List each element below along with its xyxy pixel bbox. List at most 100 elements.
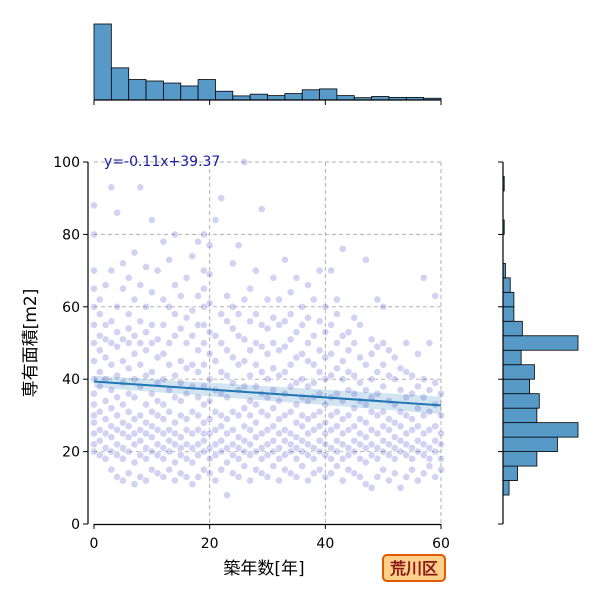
scatter-point xyxy=(367,335,376,344)
scatter-point xyxy=(361,458,370,467)
scatter-point xyxy=(396,422,405,431)
scatter-point xyxy=(234,310,243,318)
scatter-point xyxy=(344,346,353,355)
scatter-point xyxy=(413,476,422,485)
scatter-point xyxy=(280,411,289,420)
scatter-point xyxy=(182,389,191,398)
scatter-point xyxy=(130,415,139,423)
y-histogram-bar xyxy=(502,436,558,452)
scatter-point xyxy=(327,320,336,329)
scatter-point xyxy=(124,324,133,333)
scatter-point xyxy=(171,418,179,427)
scatter-point xyxy=(361,433,370,442)
scatter-point xyxy=(338,454,347,463)
scatter-point xyxy=(437,465,445,474)
scatter-point xyxy=(165,425,174,434)
scatter-point xyxy=(390,454,399,463)
scatter-point xyxy=(199,339,208,347)
scatter-point xyxy=(113,411,122,420)
scatter-point xyxy=(263,451,272,460)
scatter-point xyxy=(367,407,376,416)
scatter-point xyxy=(136,473,145,481)
scatter-point xyxy=(402,393,411,402)
scatter-point xyxy=(298,349,307,358)
scatter-point xyxy=(298,447,307,456)
scatter-point xyxy=(350,313,359,322)
scatter-point xyxy=(263,295,272,304)
scatter-point xyxy=(101,397,110,405)
scatter-point xyxy=(188,360,197,369)
scatter-point xyxy=(205,299,214,308)
scatter-point xyxy=(211,440,220,449)
scatter-point xyxy=(217,422,226,431)
scatter-point xyxy=(171,393,179,402)
scatter-point xyxy=(228,425,237,434)
scatter-point xyxy=(147,407,156,416)
scatter-point xyxy=(252,418,260,427)
regression-line xyxy=(93,380,442,407)
scatter-point xyxy=(252,433,260,442)
scatter-point xyxy=(101,281,110,289)
scatter-point xyxy=(153,266,162,275)
scatter-point xyxy=(171,281,179,289)
scatter-point xyxy=(211,216,220,224)
scatter-point xyxy=(113,393,122,402)
scatter-point xyxy=(147,389,156,398)
scatter-point xyxy=(304,382,312,391)
scatter-point xyxy=(130,331,139,340)
x-tick-label: 40 xyxy=(316,536,334,552)
scatter-point xyxy=(315,266,324,275)
scatter-point xyxy=(136,360,145,369)
scatter-point xyxy=(269,462,278,470)
scatter-point xyxy=(153,411,162,420)
scatter-point xyxy=(390,353,399,362)
scatter-point xyxy=(205,454,214,463)
scatter-point xyxy=(90,266,98,275)
scatter-point xyxy=(95,368,104,376)
scatter-point xyxy=(153,440,162,449)
scatter-point xyxy=(130,248,139,257)
scatter-point xyxy=(419,393,428,402)
scatter-point xyxy=(223,415,231,423)
scatter-point xyxy=(373,429,382,438)
scatter-point xyxy=(176,324,185,333)
scatter-point xyxy=(309,411,318,420)
scatter-point xyxy=(124,310,133,318)
scatter-point xyxy=(419,429,428,438)
scatter-point xyxy=(107,266,116,275)
main-axes: 0 20 40 60 0 20 40 60 80 100 xyxy=(53,155,450,552)
scatter-point xyxy=(437,411,445,420)
y-histogram-bar xyxy=(502,277,511,293)
scatter-point xyxy=(367,483,376,492)
scatter-point xyxy=(246,284,255,293)
scatter-point xyxy=(113,302,122,311)
x-histogram-bar xyxy=(336,95,355,101)
scatter-point xyxy=(338,476,347,485)
scatter-point xyxy=(361,255,370,264)
scatter-point xyxy=(217,465,226,474)
scatter-point xyxy=(136,436,145,445)
scatter-point xyxy=(90,201,98,210)
scatter-point xyxy=(107,339,116,347)
y-histogram-bar xyxy=(502,451,538,467)
scatter-point xyxy=(327,371,336,380)
scatter-point xyxy=(107,465,116,474)
scatter-point xyxy=(385,346,393,355)
scatter-point xyxy=(194,368,202,376)
y-axis-label: 専有面積[m2] xyxy=(21,289,41,398)
scatter-point xyxy=(275,397,283,405)
scatter-point xyxy=(408,444,416,452)
scatter-point xyxy=(217,368,226,376)
scatter-point xyxy=(188,306,197,315)
scatter-point xyxy=(194,237,202,246)
scatter-point xyxy=(159,429,168,438)
scatter-point xyxy=(257,205,266,213)
scatter-point xyxy=(246,371,255,380)
scatter-point xyxy=(130,458,139,467)
scatter-point xyxy=(142,454,150,463)
scatter-point xyxy=(124,447,133,456)
scatter-point xyxy=(246,451,255,460)
scatter-point xyxy=(153,353,162,362)
scatter-point xyxy=(309,469,318,478)
scatter-point xyxy=(228,302,237,311)
